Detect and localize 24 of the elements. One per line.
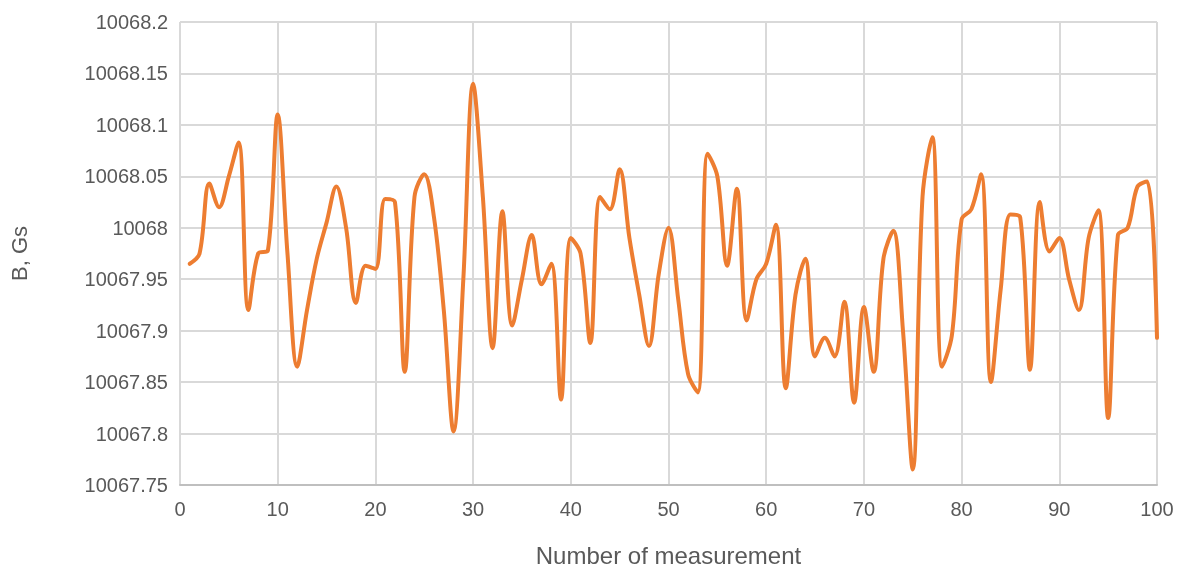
x-tick-label: 50 xyxy=(657,498,680,520)
y-tick-label: 10068.05 xyxy=(84,165,168,188)
x-tick-label: 10 xyxy=(266,498,289,520)
x-tick-label: 40 xyxy=(559,498,582,520)
x-tick-label: 100 xyxy=(1140,498,1174,520)
x-axis-title: Number of measurement xyxy=(535,541,802,569)
x-tick-label: 90 xyxy=(1048,498,1071,520)
y-tick-label: 10068.2 xyxy=(95,11,168,33)
x-tick-label: 20 xyxy=(364,498,387,520)
x-tick-label: 0 xyxy=(174,498,186,520)
y-tick-label: 10068.15 xyxy=(84,62,168,85)
x-tick-label: 80 xyxy=(950,498,973,520)
y-axis-title: B, Gs xyxy=(6,225,32,282)
y-tick-label: 10067.75 xyxy=(84,474,168,496)
y-tick-label: 10067.8 xyxy=(95,422,168,445)
line-series xyxy=(187,81,1159,472)
y-tick-label: 10068 xyxy=(112,216,168,239)
y-tick-label: 10068.1 xyxy=(95,113,168,136)
x-tick-label: 60 xyxy=(755,498,778,520)
x-tick-label: 30 xyxy=(461,498,485,520)
y-tick-label: 10067.9 xyxy=(95,319,168,342)
y-tick-label: 10067.85 xyxy=(84,371,168,394)
x-tick-label: 70 xyxy=(852,498,876,520)
y-tick-label: 10067.95 xyxy=(84,268,168,291)
